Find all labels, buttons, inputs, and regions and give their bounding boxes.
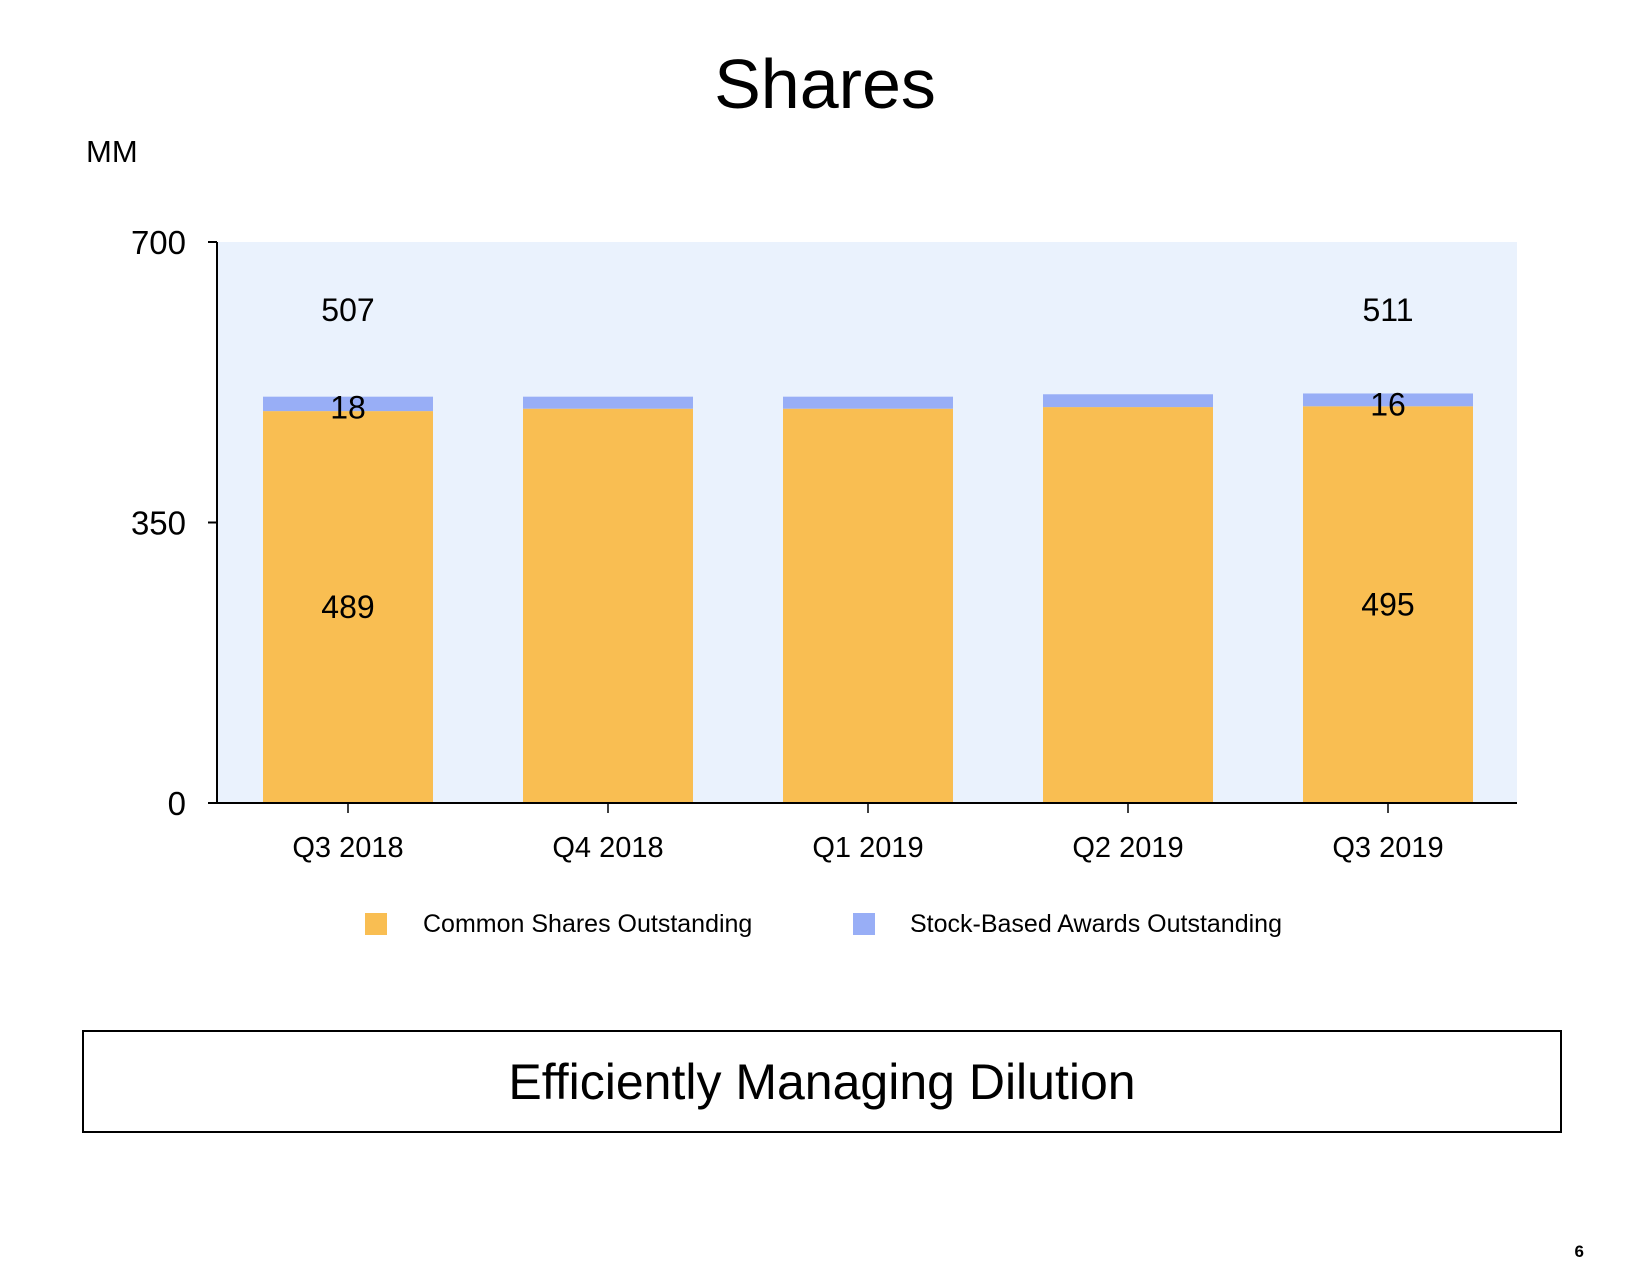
x-tick-label-3: Q2 2019 [1072, 832, 1183, 864]
bar-common-1 [523, 408, 693, 803]
legend-label-1: Stock-Based Awards Outstanding [910, 910, 1282, 938]
legend-label-0: Common Shares Outstanding [423, 910, 752, 938]
data-label-common-4: 495 [1361, 587, 1414, 623]
x-tick-label-4: Q3 2019 [1332, 832, 1443, 864]
bar-awards-2 [783, 396, 953, 409]
takeaway-text: Efficiently Managing Dilution [508, 1053, 1136, 1110]
data-label-total-0: 507 [321, 292, 374, 328]
unit-label: MM [86, 134, 138, 169]
y-tick-label-0: 0 [168, 785, 186, 822]
bar-awards-1 [523, 396, 693, 409]
bar-awards-0 [263, 396, 433, 412]
page-number: 6 [1574, 1242, 1584, 1261]
data-label-awards-4: 16 [1370, 386, 1406, 422]
bar-common-0 [263, 411, 433, 803]
bar-awards-3 [1043, 394, 1213, 408]
legend-swatch-1 [853, 913, 875, 935]
bar-common-3 [1043, 407, 1213, 803]
data-label-total-4: 511 [1362, 292, 1413, 328]
legend-swatch-0 [365, 913, 387, 935]
y-tick-label-2: 700 [131, 224, 186, 261]
takeaway-box: Efficiently Managing Dilution [82, 1030, 1562, 1133]
x-tick-label-0: Q3 2018 [292, 832, 403, 864]
bar-common-4 [1303, 406, 1473, 803]
y-tick-label-1: 350 [131, 505, 186, 542]
data-label-common-0: 489 [321, 589, 374, 625]
x-tick-label-2: Q1 2019 [812, 832, 923, 864]
x-tick-label-1: Q4 2018 [552, 832, 663, 864]
data-label-awards-0: 18 [330, 390, 366, 426]
bar-common-2 [783, 408, 953, 803]
shares-bar-chart: 0 350 700 Q3 2018 Q4 2018 Q1 2019 Q2 2019 Q3 20… [131, 224, 1517, 938]
page-title: Shares [714, 45, 936, 123]
bar-awards-4 [1303, 393, 1473, 407]
